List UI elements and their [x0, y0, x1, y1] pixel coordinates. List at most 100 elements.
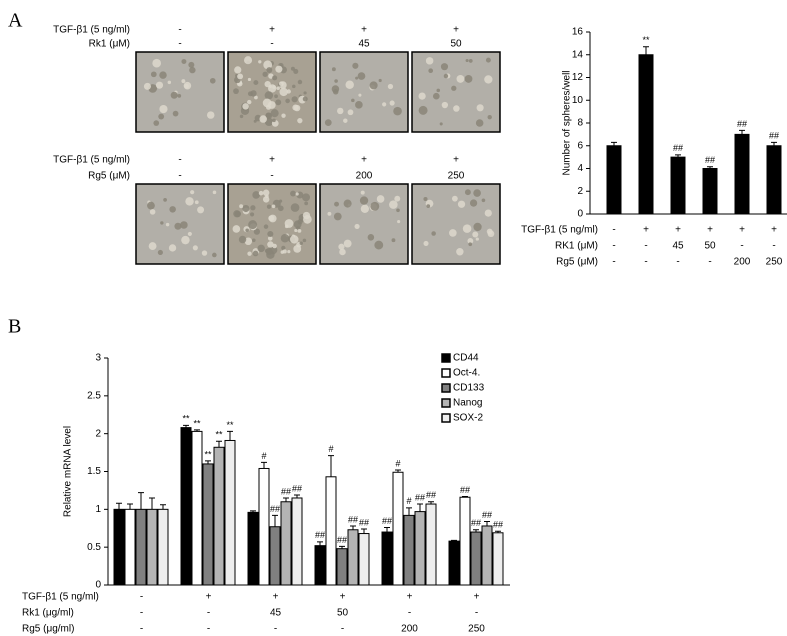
- cell-cluster: [250, 205, 256, 211]
- cell-cluster: [289, 235, 299, 244]
- treatment-cell: +: [206, 592, 212, 603]
- cell-cluster: [423, 196, 428, 202]
- micrograph-bg: [411, 51, 501, 133]
- treatment-label: Rg5 (μM): [556, 257, 598, 268]
- bar: [280, 501, 292, 586]
- error-bar: [183, 424, 189, 428]
- cell-cluster: [345, 80, 354, 89]
- micrograph: [135, 51, 225, 133]
- treatment-cell: 250: [766, 257, 783, 268]
- cell-cluster: [333, 212, 342, 221]
- treatment-label: TGF-β1 (5 ng/ml): [22, 592, 99, 603]
- cell-cluster: [334, 79, 338, 83]
- error-bar: [194, 429, 200, 432]
- treatment-cell: 250: [468, 624, 485, 635]
- micrograph: [411, 51, 501, 133]
- cell-cluster: [468, 59, 473, 63]
- cell-cluster: [369, 81, 378, 90]
- y-tick-label: 14: [572, 49, 584, 60]
- cell-cluster: [159, 71, 167, 79]
- bar: [638, 54, 654, 215]
- significance: #: [395, 458, 400, 468]
- cell-cluster: [302, 238, 307, 243]
- treatment-cell: +: [675, 225, 681, 236]
- cell-cluster: [285, 98, 290, 104]
- treatment-cell: 45: [358, 39, 370, 50]
- cell-cluster: [272, 243, 277, 249]
- treatment-label: Rk1 (μg/ml): [22, 608, 74, 619]
- treatment-cell: -: [341, 624, 344, 635]
- cell-cluster: [271, 204, 276, 209]
- cell-cluster: [476, 104, 484, 112]
- error-bar: [149, 497, 155, 510]
- cell-cluster: [293, 104, 301, 112]
- y-tick-label: 0: [95, 580, 101, 591]
- cell-cluster: [264, 117, 274, 127]
- cell-cluster: [238, 235, 247, 244]
- cell-cluster: [389, 200, 398, 209]
- cell-cluster: [324, 119, 332, 126]
- cell-cluster: [358, 93, 362, 97]
- cell-cluster: [276, 86, 280, 91]
- treatment-cell: +: [361, 155, 367, 166]
- micrograph-bg: [135, 51, 225, 133]
- error-bar: [406, 507, 412, 516]
- cell-cluster: [262, 98, 272, 108]
- cell-cluster: [201, 250, 208, 256]
- treatment-cell: -: [270, 171, 273, 182]
- error-bar: [250, 510, 256, 513]
- cell-cluster: [253, 80, 259, 86]
- cell-cluster: [239, 204, 244, 209]
- error-bar: [361, 528, 367, 534]
- cell-cluster: [456, 74, 465, 83]
- cell-cluster: [267, 241, 274, 248]
- bar: [180, 427, 192, 586]
- bar: [481, 525, 493, 586]
- cell-cluster: [188, 61, 195, 68]
- treatment-cell: -: [475, 608, 478, 619]
- cell-cluster: [244, 237, 253, 246]
- legend-label: Nanog: [453, 398, 482, 409]
- error-bar: [328, 455, 334, 477]
- cell-cluster: [370, 201, 380, 211]
- cell-cluster: [396, 208, 400, 213]
- y-tick-label: 3: [95, 353, 101, 364]
- significance: **: [642, 35, 650, 45]
- panel-label: A: [8, 10, 23, 32]
- bar: [325, 476, 337, 586]
- error-bar: [771, 141, 777, 146]
- cell-cluster: [268, 84, 277, 93]
- cell-cluster: [436, 88, 441, 93]
- treatment-cell: +: [453, 25, 459, 36]
- cell-cluster: [331, 67, 336, 72]
- cell-cluster: [360, 190, 365, 195]
- cell-cluster: [286, 89, 291, 94]
- legend-label: Oct-4.: [453, 368, 480, 379]
- cell-cluster: [281, 245, 286, 251]
- cell-cluster: [426, 204, 431, 208]
- cell-cluster: [279, 199, 283, 203]
- cell-cluster: [425, 57, 434, 65]
- cell-cluster: [270, 109, 279, 118]
- treatment-cell: +: [407, 592, 413, 603]
- error-bar: [317, 541, 323, 546]
- y-tick-label: 8: [577, 118, 583, 129]
- bar: [146, 508, 158, 586]
- legend-swatch: [441, 413, 451, 423]
- y-tick-label: 12: [572, 72, 584, 83]
- cell-cluster: [153, 120, 160, 126]
- significance: **: [204, 449, 212, 459]
- cell-cluster: [367, 234, 375, 241]
- bar: [157, 508, 169, 586]
- error-bar: [216, 440, 222, 448]
- cell-cluster: [268, 215, 275, 222]
- cell-cluster: [451, 195, 458, 202]
- treatment-cell: +: [273, 592, 279, 603]
- treatment-cell: -: [676, 257, 679, 268]
- cell-cluster: [354, 223, 360, 230]
- bar: [470, 531, 482, 586]
- cell-cluster: [481, 198, 486, 203]
- cell-cluster: [397, 220, 401, 224]
- cell-cluster: [158, 113, 165, 120]
- cell-cluster: [263, 224, 269, 229]
